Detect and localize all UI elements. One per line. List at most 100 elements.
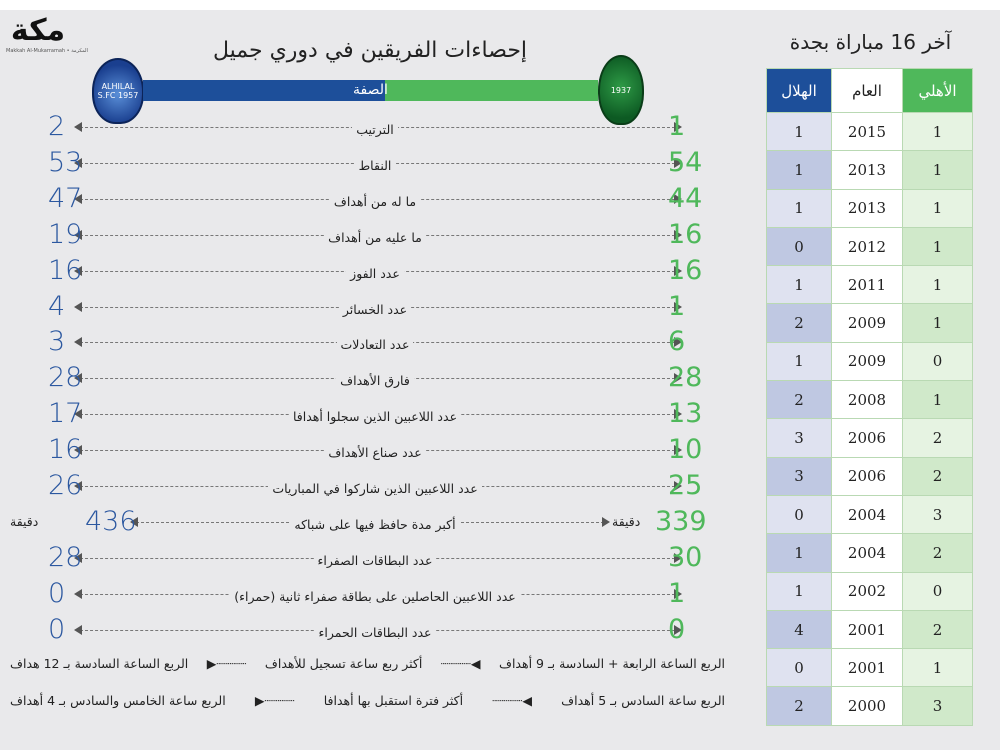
table-row: 2 2008 1 <box>766 380 973 420</box>
ahli-value: 28 <box>668 362 703 394</box>
stat-label-wrap: عدد البطاقات الحمراء <box>0 624 750 640</box>
makkah-logo: مكة Makkah Al-Mukarramah • المكرمة <box>6 14 88 62</box>
stat-label-wrap: ما عليه من أهداف <box>0 229 750 245</box>
hilal-value: 19 <box>48 218 83 250</box>
stat-label: فارق الأهداف <box>336 373 414 389</box>
stat-row: عدد اللاعبين الحاصلين على بطاقة صفراء ثا… <box>0 576 750 612</box>
table-row: 1 2011 1 <box>766 265 973 305</box>
ahli-score: 3 <box>902 686 973 726</box>
arrow-left-icon <box>74 445 82 456</box>
table-row: 1 2013 1 <box>766 188 973 228</box>
footer-row: الربع الساعة الرابعة + السادسة بـ 9 أهدا… <box>10 656 725 671</box>
stat-row: عدد البطاقات الصفراء 28 30 <box>0 540 750 576</box>
ahli-bar <box>385 80 598 101</box>
year-cell: 2012 <box>831 226 903 267</box>
header-year: العام <box>831 68 903 113</box>
hilal-value: 47 <box>48 182 83 214</box>
ahli-unit: دقيقة <box>612 513 641 529</box>
arrow-left-icon <box>74 373 82 384</box>
year-cell: 2015 <box>831 111 903 152</box>
table-row: 1 2002 0 <box>766 571 973 611</box>
year-cell: 2004 <box>831 494 903 535</box>
year-cell: 2013 <box>831 150 903 190</box>
arrow-right-icon <box>674 193 682 204</box>
stat-label: أكبر مدة حافظ فيها على شباكه <box>290 516 460 532</box>
footer-label: أكثر ربع ساعة تسجيل للأهداف <box>264 656 423 671</box>
table-row: 3 2006 2 <box>766 418 973 458</box>
hilal-unit: دقيقة <box>10 513 39 529</box>
stat-label: عدد البطاقات الحمراء <box>314 624 436 640</box>
arrow-left-icon <box>74 122 82 132</box>
arrow-left-icon <box>74 481 82 491</box>
stat-label: ما له من أهداف <box>329 193 421 209</box>
hilal-bar <box>143 80 385 101</box>
arrow-left-icon <box>74 588 82 599</box>
ahli-score: 1 <box>902 111 973 152</box>
stat-row: عدد اللاعبين الذين شاركوا في المباريات 2… <box>0 468 750 504</box>
year-cell: 2004 <box>831 533 903 573</box>
hilal-score: 2 <box>766 686 832 726</box>
ahli-score: 2 <box>902 456 973 496</box>
hilal-crest: ALHILAL S.FC 1957 <box>92 58 144 124</box>
hilal-score: 2 <box>766 303 832 343</box>
stat-label-wrap: فارق الأهداف <box>0 373 750 389</box>
hilal-value: 53 <box>48 146 83 178</box>
year-cell: 2001 <box>831 648 903 688</box>
arrow-right-icon <box>674 265 682 276</box>
year-cell: 2009 <box>831 303 903 343</box>
bar-label: الصفة <box>353 82 388 98</box>
table-row: 2 2000 3 <box>766 686 973 726</box>
table-row: 1 2015 1 <box>766 111 973 152</box>
arrow-right-icon <box>674 157 682 168</box>
ahli-value: 30 <box>668 541 703 573</box>
year-cell: 2013 <box>831 188 903 228</box>
hilal-value: 4 <box>48 290 66 322</box>
arrow-right-icon <box>674 445 682 456</box>
ahli-value: 0 <box>668 613 686 645</box>
table-row: 4 2001 2 <box>766 609 973 650</box>
stat-label-wrap: النقاط <box>0 157 750 173</box>
table-row: 0 2012 1 <box>766 226 973 267</box>
ahli-value: 6 <box>668 326 686 358</box>
ahli-crest-text: 1937 <box>610 85 632 95</box>
ahli-score: 0 <box>902 571 973 611</box>
arrow-left-icon <box>74 552 82 563</box>
hilal-value: 26 <box>48 470 83 501</box>
ahli-score: 0 <box>902 341 973 382</box>
stat-label: عدد اللاعبين الذين سجلوا أهدافا <box>288 409 462 425</box>
footer-label: أكثر فترة استقبل بها أهدافا <box>323 693 464 708</box>
stat-label: عدد صناع الأهداف <box>324 445 426 461</box>
stat-label-wrap: أكبر مدة حافظ فيها على شباكه <box>0 516 750 532</box>
ahli-value: 54 <box>668 146 703 178</box>
stat-row: عدد صناع الأهداف 16 10 <box>0 432 750 468</box>
hilal-footer-value: الربع ساعة الخامس والسادس بـ 4 أهداف <box>10 693 226 708</box>
arrow-right-icon <box>674 373 682 384</box>
stat-label-wrap: ما له من أهداف <box>0 193 750 209</box>
arrow-left-icon <box>74 193 82 204</box>
ahli-score: 1 <box>902 188 973 228</box>
stat-row: أكبر مدة حافظ فيها على شباكه 436 339 دقيق… <box>0 504 750 540</box>
ahli-value: 13 <box>668 398 703 430</box>
logo-subtitle: Makkah Al-Mukarramah • المكرمة <box>6 48 88 54</box>
table-row: 1 2013 1 <box>766 150 973 190</box>
arrow-left-icon <box>74 265 82 276</box>
year-cell: 2011 <box>831 265 903 305</box>
stat-label: عدد البطاقات الصفراء <box>313 552 437 568</box>
stat-label: الترتيب <box>352 122 398 137</box>
stat-label: عدد التعادلات <box>336 337 414 353</box>
arrow-right-icon <box>602 516 610 527</box>
arrow-right-icon <box>674 624 682 635</box>
ahli-value: 339 <box>655 505 707 537</box>
stat-row: عدد الفوز 16 16 <box>0 253 750 289</box>
arrow-right-icon <box>674 552 682 563</box>
infographic-title: إحصاءات الفريقين في دوري جميل <box>212 38 528 63</box>
matches-table: الهلال العام الأهلي 1 2015 1 1 2013 1 1 2013 1 0 2… <box>766 68 973 726</box>
stat-row: ما له من أهداف 47 44 <box>0 181 750 217</box>
ahli-value: 16 <box>668 218 703 250</box>
hilal-score: 3 <box>766 456 832 496</box>
stat-row: فارق الأهداف 28 28 <box>0 360 750 396</box>
stat-label: ما عليه من أهداف <box>324 229 426 245</box>
hilal-score: 1 <box>766 533 832 573</box>
table-row: 0 2004 3 <box>766 494 973 535</box>
hilal-score: 1 <box>766 265 832 305</box>
